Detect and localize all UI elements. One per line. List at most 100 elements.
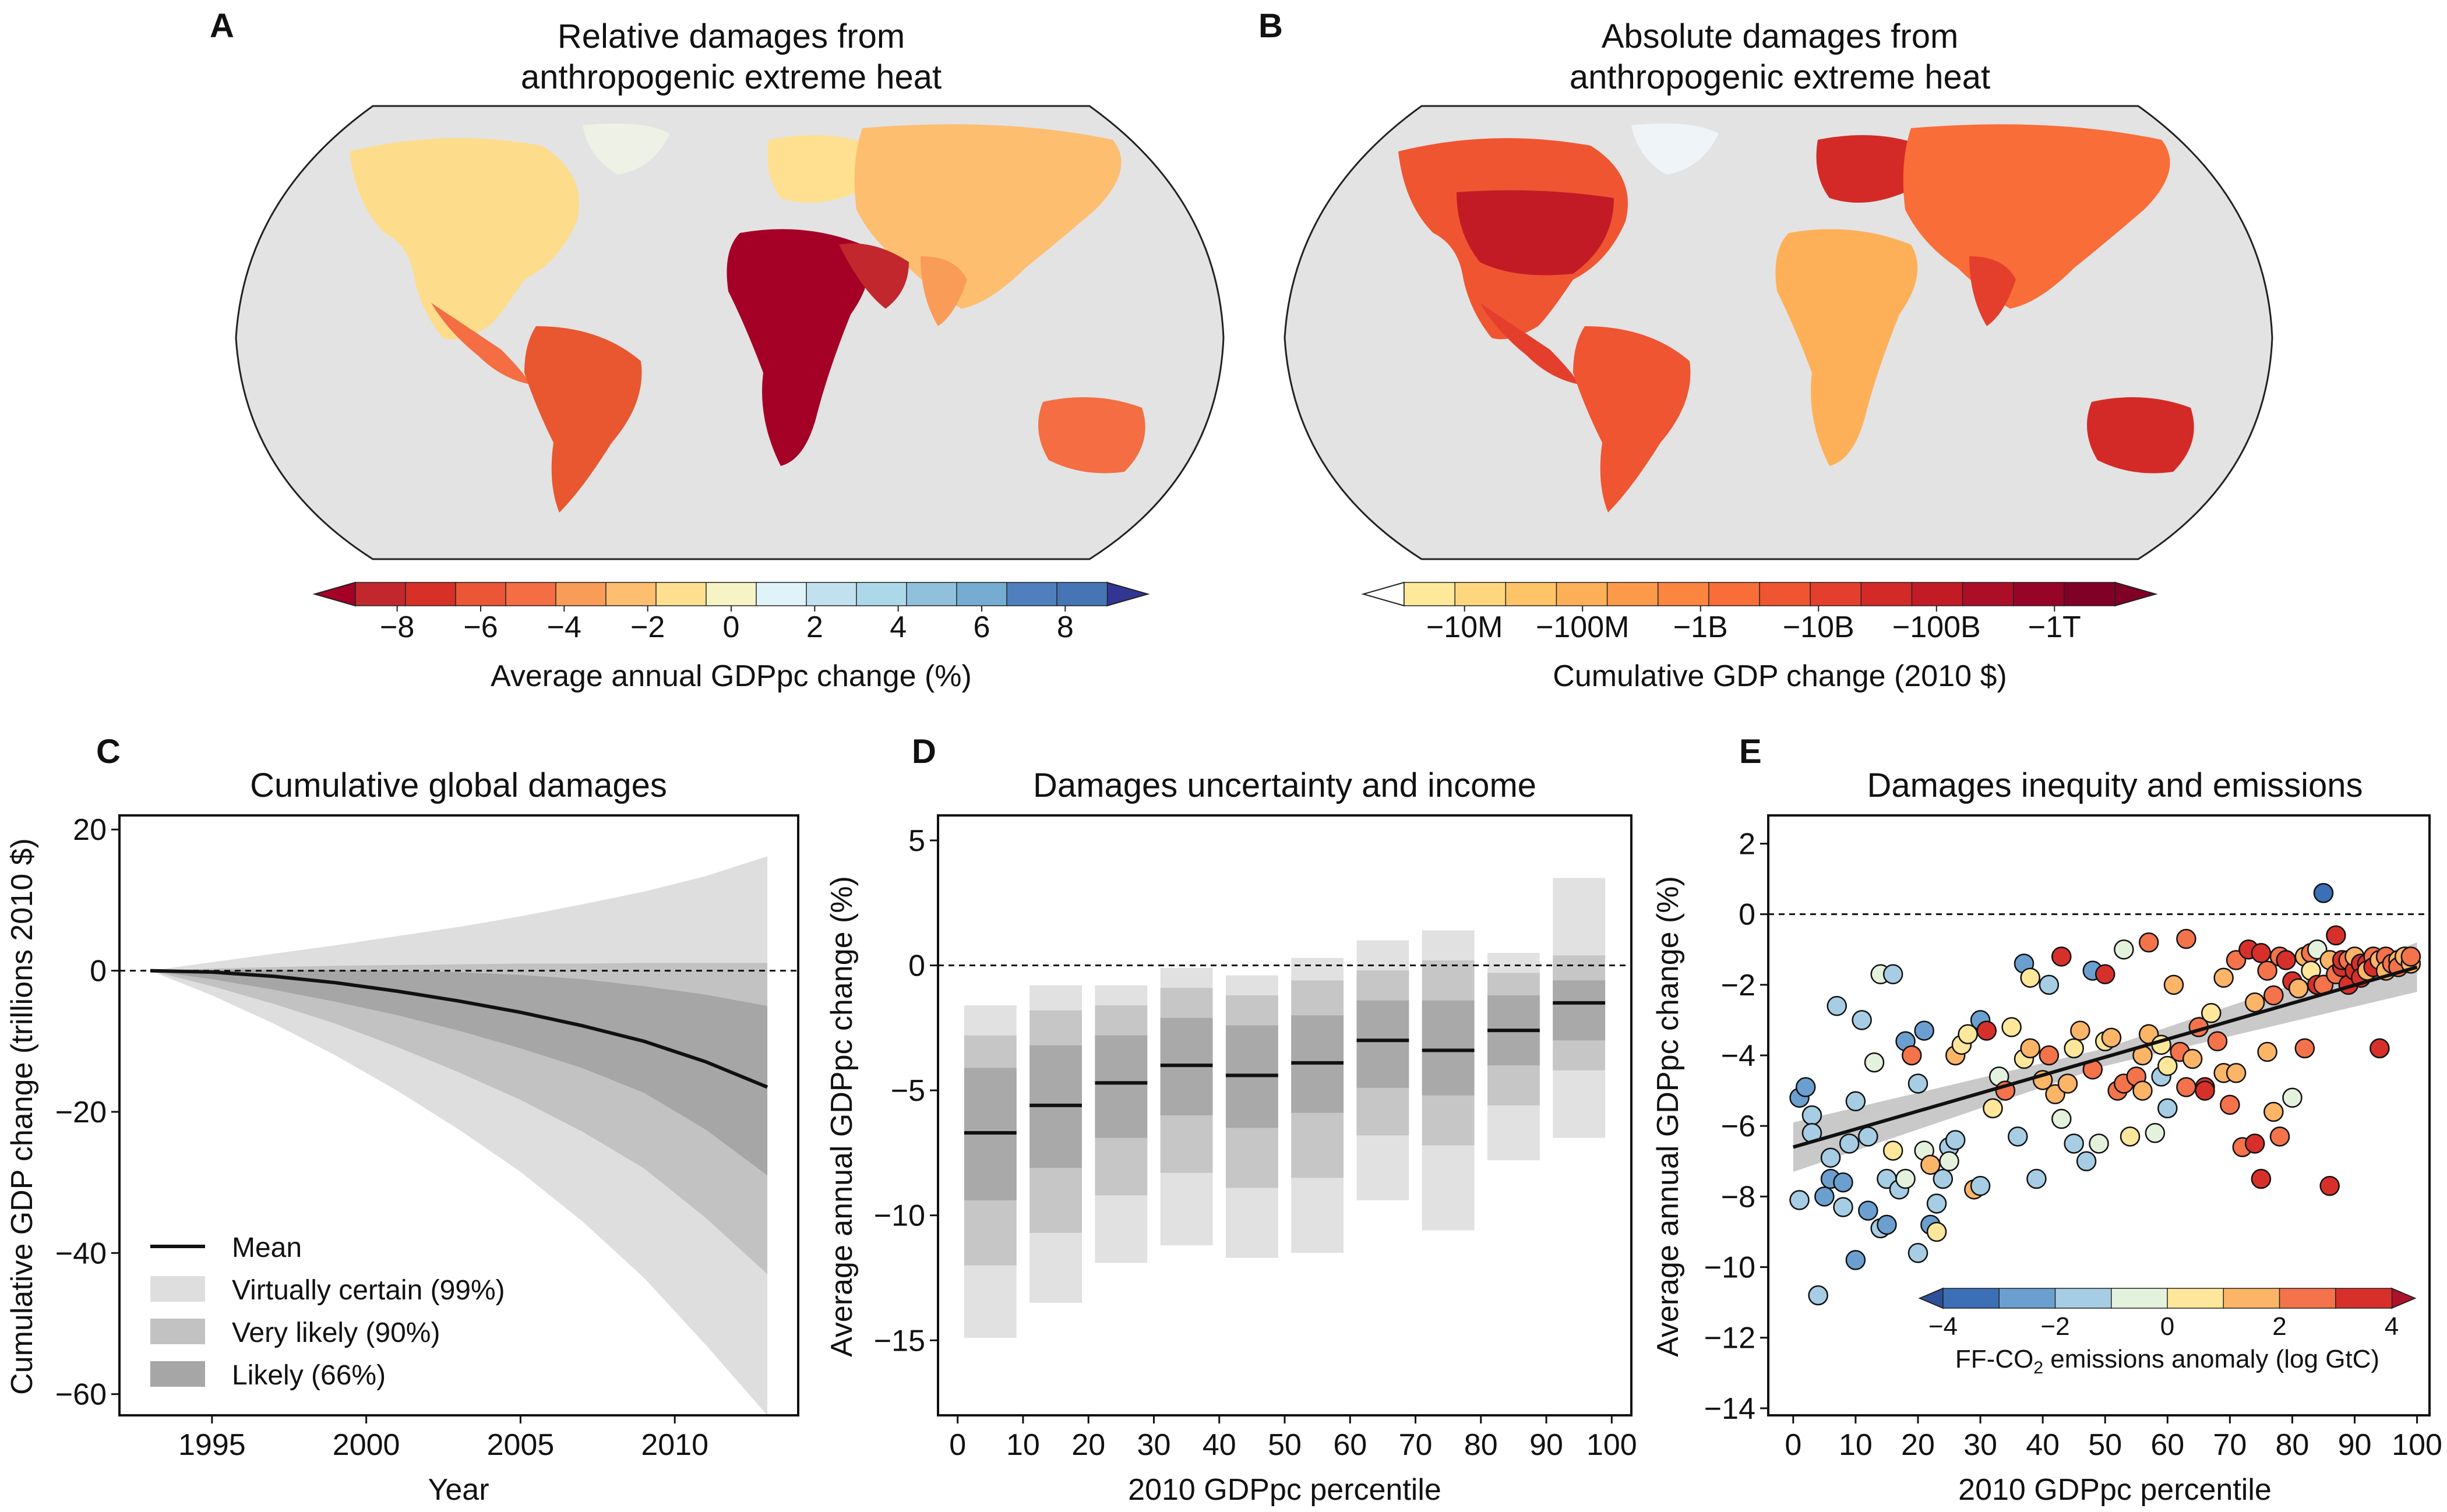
colorbar-left-extension — [312, 581, 356, 607]
scatter-point — [2251, 943, 2272, 963]
central-america-region — [431, 303, 530, 384]
panel-b-colorbar: −10M −100M −1B −10B −100B −1T — [1361, 581, 2158, 644]
panel-c-title: Cumulative global damages — [250, 766, 667, 804]
scatter-point — [1801, 1105, 1822, 1126]
colorbar-segment — [906, 582, 958, 606]
panel-c-letter: C — [96, 733, 121, 771]
colorbar-segment — [956, 582, 1008, 606]
y-tick-label: −40 — [55, 1237, 107, 1270]
scatter-point — [2157, 1055, 2178, 1076]
india-region — [1969, 256, 2016, 326]
colorbar-tick-label: −1B — [1673, 610, 1728, 644]
colorbar-segment — [355, 582, 407, 606]
scatter-point — [1970, 1175, 1991, 1196]
greenland-region — [583, 123, 670, 175]
panel-b-letter: B — [1258, 7, 1283, 45]
colorbar-segment — [505, 582, 557, 606]
y-tick-label: 0 — [1739, 898, 1755, 932]
scatter-point — [2076, 1151, 2097, 1172]
colorbar-tick-label: −10B — [1783, 610, 1854, 644]
colorbar-tick-label: −10M — [1426, 610, 1503, 644]
y-tick-label: −4 — [1721, 1039, 1755, 1073]
colorbar-tick-label: −4 — [1928, 1312, 1958, 1341]
scatter-point — [1789, 1190, 1810, 1210]
y-tick-label: −2 — [1721, 969, 1755, 1002]
colorbar-segment — [706, 582, 757, 606]
colorbar-left-extension — [1918, 1287, 1944, 1309]
colorbar-segment — [2111, 1288, 2169, 1309]
regression-line — [1792, 965, 2418, 1149]
scatter-point — [2051, 946, 2072, 967]
scatter-point — [2257, 960, 2277, 981]
scatter-point — [1882, 964, 1903, 984]
colorbar-tick-label: 2 — [806, 610, 823, 644]
scatter-point — [1914, 1020, 1934, 1041]
plot-frame — [1767, 814, 2431, 1416]
scatter-point — [1814, 1186, 1835, 1207]
x-tick-label: 60 — [1333, 1428, 1367, 1462]
scatter-point — [1833, 1172, 1853, 1193]
colorbar-segment — [1708, 582, 1761, 606]
scatter-point — [1833, 1197, 1853, 1217]
colorbar-label: FF-CO2 emissions anomaly (log GtC) — [1955, 1345, 2379, 1377]
colorbar-tick-label: 4 — [890, 610, 907, 644]
y-tick-label: 5 — [908, 824, 925, 858]
colorbar-segment — [655, 582, 707, 606]
panel-c: C Cumulative global damages Year Cumulat… — [5, 733, 799, 1507]
usa-region — [1457, 190, 1614, 275]
scatter-point — [2089, 1133, 2109, 1154]
colorbar-segment — [1860, 582, 1913, 606]
panel-a: A Relative damages from anthropogenic ex… — [210, 7, 1225, 693]
band-likely — [150, 970, 768, 1175]
y-tick-label: 20 — [73, 813, 107, 847]
scatter-point — [2226, 1063, 2247, 1083]
scatter-point — [1864, 1052, 1885, 1073]
panel-b-colorbar-label: Cumulative GDP change (2010 $) — [1553, 659, 2007, 693]
legend-label: Virtually certain (99%) — [232, 1275, 505, 1306]
colorbar-tick-label: 4 — [2385, 1312, 2399, 1341]
scatter-point — [2294, 1038, 2315, 1059]
panel-c-ylabel: Cumulative GDP change (trillions 2010 $) — [5, 838, 39, 1395]
scatter-point — [2195, 1080, 2215, 1101]
panel-a-title-line2: anthropogenic extreme heat — [521, 58, 942, 96]
panel-c-plot: −60 −40 −20 0 20 1995 2000 2005 2010 Mean Virtuall… — [55, 813, 799, 1462]
colorbar-segment — [1404, 582, 1456, 606]
panel-d-letter: D — [912, 733, 936, 771]
x-tick-label: 70 — [2213, 1428, 2247, 1462]
scatter-point — [2313, 883, 2334, 903]
colorbar-segment — [856, 582, 908, 606]
scatter-point — [1882, 1140, 1903, 1161]
scatter-point — [1820, 1147, 1841, 1168]
x-tick-label: 0 — [1785, 1428, 1801, 1462]
colorbar-segment — [605, 582, 657, 606]
colorbar-tick-label: −100M — [1536, 610, 1629, 644]
south-america-region — [1573, 326, 1691, 513]
y-tick-label: −5 — [891, 1074, 925, 1108]
scatter-point — [1827, 995, 1847, 1016]
y-tick-label: −6 — [1721, 1110, 1755, 1143]
panel-b-continents — [1398, 123, 2194, 513]
x-tick-label: 50 — [1268, 1428, 1302, 1462]
x-tick-label: 2010 — [641, 1428, 708, 1462]
panel-d-xlabel: 2010 GDPpc percentile — [1128, 1473, 1441, 1507]
scatter-point — [2326, 925, 2346, 946]
scatter-point — [2244, 992, 2265, 1013]
y-tick-label: 0 — [908, 949, 925, 983]
colorbar-segment — [1810, 582, 1862, 606]
x-tick-label: 100 — [2392, 1428, 2442, 1462]
colorbar-segment — [2223, 1288, 2280, 1309]
scatter-point — [2051, 1108, 2072, 1129]
colorbar-segment — [2064, 582, 2116, 606]
scatter-point — [2064, 1133, 2084, 1154]
colorbar-segment — [2279, 1288, 2336, 1309]
legend-swatch — [150, 1319, 205, 1344]
scatter-point — [1983, 1098, 2003, 1119]
colorbar-segment — [1998, 1288, 2056, 1309]
scatter-point — [1845, 1091, 1866, 1112]
colorbar-left-extension — [1361, 581, 1405, 607]
colorbar-tick-label: −2 — [630, 610, 665, 644]
x-tick-label: 1995 — [178, 1428, 246, 1462]
scatter-point — [2008, 1126, 2028, 1147]
scatter-point — [2182, 1048, 2203, 1069]
